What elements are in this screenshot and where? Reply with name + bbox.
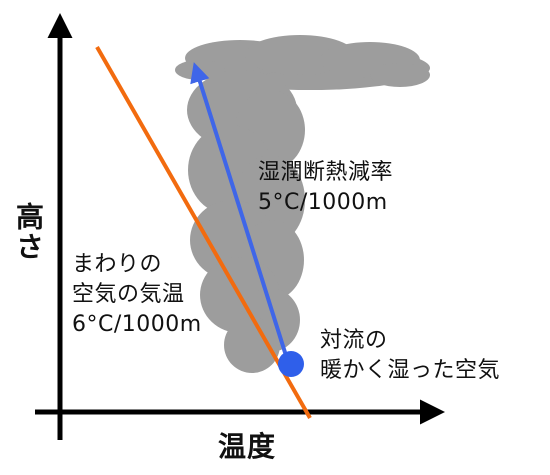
moist-lapse-label: 湿潤断熱減率 5°C/1000m [258, 158, 393, 218]
ambient-temp-line2: 空気の気温 [72, 282, 185, 307]
y-axis-label: 高さ [12, 202, 45, 262]
moist-lapse-title: 湿潤断熱減率 [258, 160, 394, 185]
moist-lapse-value: 5°C/1000m [258, 190, 388, 215]
air-parcel-dot [278, 351, 304, 377]
x-axis-label: 温度 [218, 430, 277, 463]
ambient-temp-value: 6°C/1000m [72, 312, 202, 337]
moist-lapse-arrow [190, 62, 290, 363]
ambient-temp-label: まわりの 空気の気温 6°C/1000m [72, 250, 202, 340]
ambient-lapse-line [95, 46, 312, 419]
air-parcel-line2: 暖かく湿った空気 [320, 358, 501, 383]
ambient-temp-line1: まわりの [72, 252, 163, 277]
air-parcel-label: 対流の 暖かく湿った空気 [320, 326, 500, 386]
air-parcel-line1: 対流の [320, 328, 388, 353]
